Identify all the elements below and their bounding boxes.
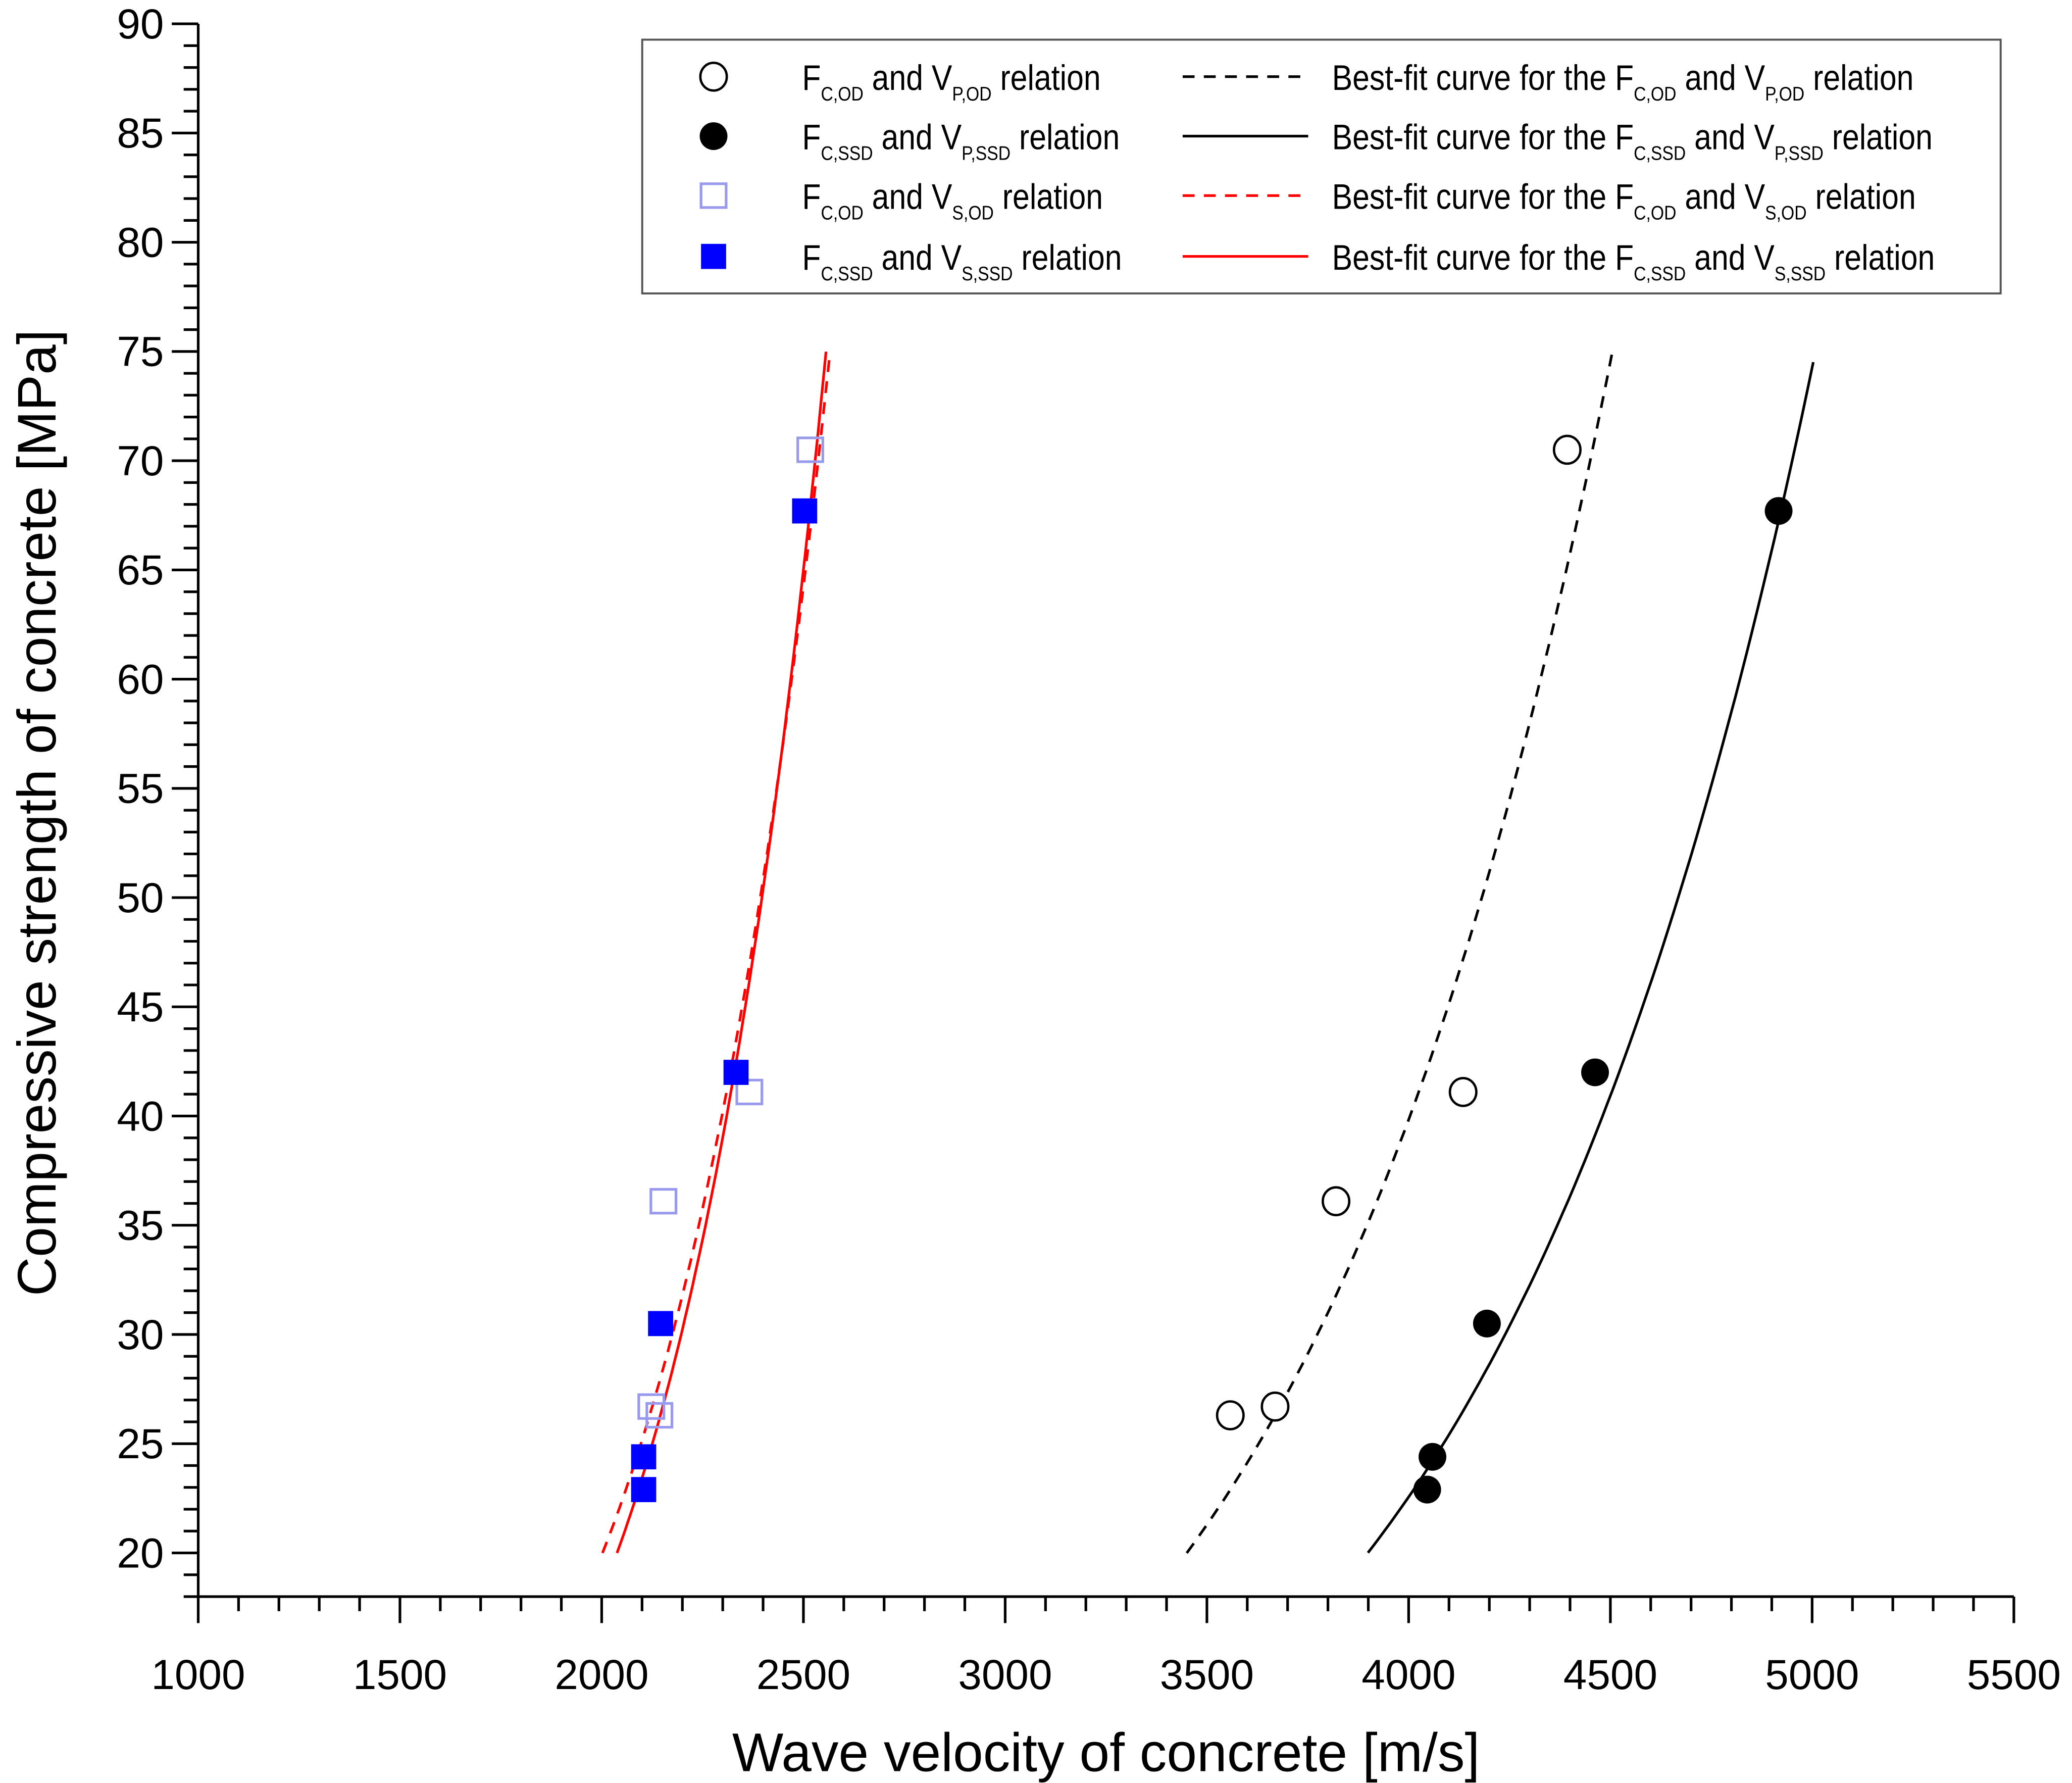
y-tick-label: 80 (117, 218, 164, 266)
data-point-filled-square (723, 1060, 749, 1085)
x-tick-label: 3500 (1160, 1651, 1254, 1698)
y-tick-label: 25 (117, 1420, 164, 1467)
data-point-filled-circle (699, 122, 728, 151)
x-tick-label: 1500 (353, 1651, 447, 1698)
legend: FC,OD and VP,OD relation FC,SSD and VP,SS… (641, 38, 2002, 294)
x-tick-label: 5500 (1967, 1651, 2061, 1698)
data-point-open-circle (699, 61, 728, 92)
data-point-filled-circle (1581, 1058, 1609, 1086)
data-point-open-circle (1322, 1186, 1351, 1217)
legend-fit-label: Best-fit curve for the FC,OD and VP,OD r… (1332, 58, 1914, 105)
legend-series-label: FC,SSD and VS,SSD relation (802, 237, 1122, 285)
data-point-open-square (699, 182, 728, 209)
data-point-filled-square (648, 1311, 673, 1336)
y-axis-label: Compressive strength of concrete [MPa] (7, 329, 67, 1296)
data-point-filled-circle (1764, 497, 1793, 525)
data-point-open-square (735, 1078, 764, 1106)
data-point-open-square (796, 436, 825, 463)
best-fit-curve (601, 351, 832, 1554)
data-points (631, 434, 1793, 1504)
data-point-open-circle (1448, 1077, 1478, 1107)
y-tick-label: 20 (117, 1529, 164, 1576)
data-point-open-circle (1552, 434, 1582, 465)
y-tick-label: 90 (117, 0, 164, 47)
legend-series-label: FC,SSD and VP,SSD relation (802, 117, 1120, 164)
data-point-open-square (649, 1188, 678, 1215)
y-tick-label: 60 (117, 655, 164, 703)
fit-curves (601, 351, 1815, 1554)
x-tick-label: 3000 (958, 1651, 1052, 1698)
y-tick-label: 65 (117, 546, 164, 593)
y-tick-label: 45 (117, 983, 164, 1030)
data-point-open-circle (1260, 1391, 1290, 1422)
x-tick-label: 2500 (756, 1651, 850, 1698)
axes: 1000 1500 2000 2500 3000 3500 4000 4500 5000 5500… (117, 0, 2061, 1698)
y-tick-label: 85 (117, 109, 164, 157)
x-tick-label: 2000 (554, 1651, 648, 1698)
data-point-filled-square (631, 1477, 656, 1502)
x-axis-label: Wave velocity of concrete [m/s] (732, 1722, 1480, 1782)
legend-fit-label: Best-fit curve for the FC,OD and VS,OD r… (1332, 176, 1916, 224)
x-tick-label: 1000 (151, 1651, 245, 1698)
data-point-filled-circle (1413, 1475, 1441, 1504)
y-tick-label: 75 (117, 328, 164, 375)
y-tick-label: 70 (117, 437, 164, 484)
data-point-open-square (637, 1393, 666, 1420)
legend-fit-label: Best-fit curve for the FC,SSD and VS,SSD… (1332, 237, 1935, 285)
legend-box (641, 38, 2002, 294)
data-point-filled-square (631, 1444, 656, 1470)
best-fit-curve (616, 351, 828, 1554)
x-tick-label: 5000 (1765, 1651, 1859, 1698)
legend-fit-label: Best-fit curve for the FC,SSD and VP,SSD… (1332, 117, 1933, 164)
x-tick-label: 4500 (1563, 1651, 1657, 1698)
data-point-filled-circle (1473, 1309, 1501, 1338)
legend-series-label: FC,OD and VP,OD relation (802, 58, 1100, 105)
y-tick-label: 30 (117, 1311, 164, 1358)
y-tick-label: 35 (117, 1202, 164, 1249)
best-fit-curve (1367, 362, 1815, 1554)
data-point-filled-circle (1419, 1443, 1447, 1471)
x-tick-label: 4000 (1361, 1651, 1455, 1698)
y-tick-label: 55 (117, 765, 164, 812)
y-tick-label: 40 (117, 1092, 164, 1140)
y-tick-label: 50 (117, 874, 164, 921)
data-point-filled-square (701, 243, 726, 269)
data-point-filled-square (792, 498, 818, 524)
best-fit-curve (1185, 351, 1614, 1554)
data-point-open-square (645, 1402, 674, 1429)
data-point-open-circle (1216, 1400, 1245, 1430)
legend-series-label: FC,OD and VS,OD relation (802, 176, 1103, 224)
